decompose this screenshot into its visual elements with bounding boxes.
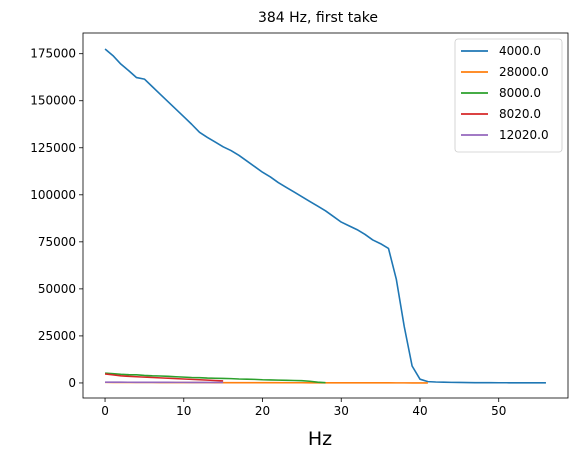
y-tick-label: 150000 xyxy=(30,94,76,108)
plot-frame xyxy=(82,32,569,399)
series-line-2 xyxy=(104,372,326,384)
x-tick-label: 50 xyxy=(491,404,506,418)
legend-label-3: 8020.0 xyxy=(499,107,541,121)
y-tick-label: 100000 xyxy=(30,188,76,202)
y-axis: 0 25000 50000 75000 100000 125000 150000 175000 xyxy=(30,47,83,390)
legend: 4000.0 28000.0 8000.0 8020.0 12020.0 xyxy=(454,38,563,153)
x-axis-label: Hz xyxy=(308,428,332,450)
x-axis: 0 10 20 30 40 50 xyxy=(101,398,506,418)
plot-area: 0 10 20 30 40 50 0 25000 50000 75000 100000 125000… xyxy=(30,32,569,418)
legend-label-4: 12020.0 xyxy=(499,128,549,142)
y-tick-label: 175000 xyxy=(30,47,76,61)
x-tick-label: 30 xyxy=(334,404,349,418)
y-tick-label: 50000 xyxy=(38,282,76,296)
y-tick-label: 125000 xyxy=(30,141,76,155)
series-layer xyxy=(104,48,546,384)
y-tick-label: 0 xyxy=(68,376,76,390)
legend-label-1: 28000.0 xyxy=(499,65,549,79)
legend-label-2: 8000.0 xyxy=(499,86,541,100)
legend-box xyxy=(454,38,563,153)
x-tick-label: 40 xyxy=(412,404,427,418)
series-line-0 xyxy=(104,48,546,384)
x-tick-label: 10 xyxy=(176,404,191,418)
chart-title: 384 Hz, first take xyxy=(258,10,378,26)
x-tick-label: 20 xyxy=(255,404,270,418)
x-tick-label: 0 xyxy=(101,404,109,418)
series-line-3 xyxy=(104,373,224,382)
y-tick-label: 25000 xyxy=(38,329,76,343)
y-tick-label: 75000 xyxy=(38,235,76,249)
legend-label-0: 4000.0 xyxy=(499,44,541,58)
